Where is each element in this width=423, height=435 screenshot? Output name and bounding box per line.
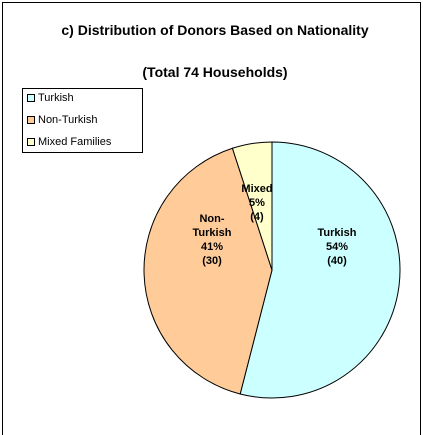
legend-label: Non-Turkish [38, 114, 98, 126]
slice-label-line: (30) [202, 255, 222, 267]
legend-swatch [27, 138, 35, 146]
legend-box [22, 88, 143, 153]
pie-slice [143, 147, 273, 395]
slice-label-line: 54% [325, 241, 349, 253]
slice-label-line: 41% [200, 241, 224, 253]
slice-label-line: Non-Turkish [192, 213, 232, 239]
slice-label: Turkish 54% (40) [307, 226, 367, 268]
legend-swatch [27, 94, 35, 102]
slice-label: Mixed 5% (4) [237, 182, 277, 224]
slice-label-line: Mixed [241, 183, 273, 195]
chart-subtitle: (Total 74 Households) [142, 64, 288, 80]
chart-title: c) Distribution of Donors Based on Natio… [61, 22, 369, 38]
legend-label: Mixed Families [38, 136, 112, 148]
slice-label: Non-Turkish 41% (30) [187, 212, 237, 268]
legend-swatch [27, 116, 35, 124]
legend-label: Turkish [38, 92, 74, 104]
slice-label-line: 5% [249, 197, 265, 209]
pie-slice [231, 141, 273, 271]
slice-label-line: (40) [327, 255, 347, 267]
slice-label-line: Turkish [317, 227, 357, 239]
slice-label-line: (4) [250, 211, 264, 223]
pie-slice [239, 141, 401, 399]
